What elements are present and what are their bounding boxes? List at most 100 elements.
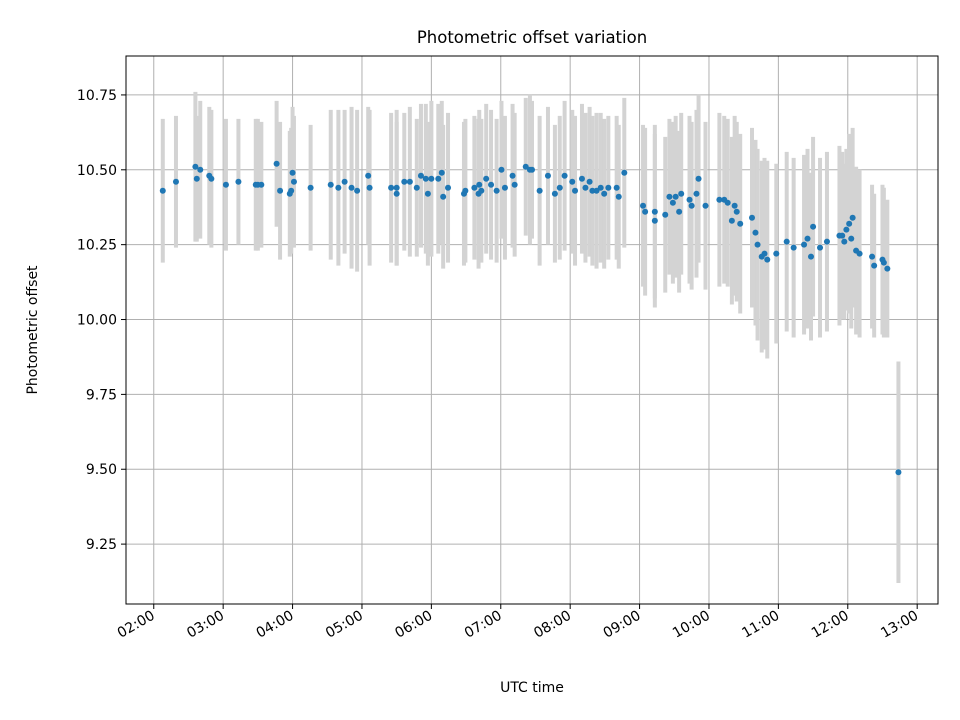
- data-point: [435, 175, 442, 182]
- data-point: [582, 184, 589, 191]
- data-point: [676, 208, 683, 215]
- data-point: [388, 184, 395, 191]
- data-point: [536, 187, 543, 194]
- data-point: [406, 178, 413, 185]
- data-point: [807, 253, 814, 260]
- data-point: [733, 208, 740, 215]
- data-point: [511, 181, 518, 188]
- data-point: [589, 187, 596, 194]
- data-point: [695, 175, 702, 182]
- data-point: [810, 223, 817, 230]
- data-point: [783, 238, 790, 245]
- data-point: [621, 169, 628, 176]
- data-point: [222, 181, 229, 188]
- data-point: [728, 217, 735, 224]
- data-point: [702, 202, 709, 209]
- plot-frame: [125, 55, 939, 605]
- data-point: [413, 184, 420, 191]
- data-point: [752, 229, 759, 236]
- data-point: [529, 166, 535, 173]
- data-point: [688, 202, 695, 209]
- data-point: [208, 175, 215, 182]
- data-point: [393, 184, 400, 191]
- data-point: [235, 178, 242, 185]
- data-point: [172, 178, 179, 185]
- data-point: [417, 172, 424, 179]
- data-point: [754, 241, 761, 248]
- data-point: [895, 469, 902, 476]
- data-point: [493, 187, 500, 194]
- data-point: [669, 199, 676, 206]
- y-axis-ticks: 9.25 9.50 9.75 10.00 10.25 10.50 10.75: [77, 88, 126, 553]
- data-point: [551, 190, 558, 197]
- data-point: [509, 172, 516, 179]
- y-tick-label: 10.00: [77, 313, 117, 329]
- data-points: [159, 160, 902, 476]
- data-point: [871, 262, 878, 269]
- data-point: [290, 178, 297, 185]
- data-point: [288, 187, 295, 194]
- data-point: [686, 196, 693, 203]
- data-point: [880, 259, 887, 266]
- data-point: [289, 169, 296, 176]
- data-point: [522, 163, 529, 170]
- data-point: [731, 202, 738, 209]
- data-point: [615, 193, 622, 200]
- data-point: [841, 238, 848, 245]
- data-point: [693, 190, 700, 197]
- data-point: [327, 181, 334, 188]
- data-point: [846, 220, 853, 227]
- data-point: [666, 193, 673, 200]
- data-point: [422, 175, 429, 182]
- y-tick-label: 10.75: [77, 88, 117, 104]
- data-point: [662, 211, 669, 218]
- data-point: [498, 166, 505, 173]
- data-point: [445, 184, 452, 191]
- data-point: [761, 250, 768, 257]
- data-point: [335, 184, 342, 191]
- data-point: [438, 169, 445, 176]
- data-point: [348, 184, 355, 191]
- data-point: [839, 232, 846, 239]
- data-point: [572, 187, 579, 194]
- data-point: [197, 166, 204, 173]
- data-point: [749, 214, 756, 221]
- data-point: [277, 187, 284, 194]
- data-point: [393, 190, 400, 197]
- data-point: [605, 184, 612, 191]
- data-point: [501, 184, 508, 191]
- data-point: [801, 241, 808, 248]
- data-point: [764, 256, 771, 263]
- data-point: [613, 184, 620, 191]
- data-point: [737, 220, 744, 227]
- y-tick-label: 10.25: [77, 238, 117, 254]
- y-tick-label: 10.50: [77, 163, 117, 179]
- data-point: [462, 187, 469, 194]
- data-point: [597, 184, 604, 191]
- data-point: [483, 175, 490, 182]
- data-point: [849, 214, 856, 221]
- data-point: [471, 184, 478, 191]
- data-point: [428, 175, 435, 182]
- data-point: [642, 208, 649, 215]
- data-point: [672, 193, 679, 200]
- data-point: [307, 184, 314, 191]
- data-point: [476, 181, 483, 188]
- data-point: [678, 190, 685, 197]
- y-tick-label: 9.75: [86, 387, 117, 403]
- data-point: [843, 226, 850, 233]
- data-point: [258, 181, 265, 188]
- data-point: [365, 172, 372, 179]
- data-point: [601, 190, 608, 197]
- data-point: [773, 250, 780, 257]
- data-point: [424, 190, 431, 197]
- data-point: [651, 217, 658, 224]
- data-point: [193, 175, 200, 182]
- data-point: [804, 235, 811, 242]
- data-point: [354, 187, 361, 194]
- data-point: [341, 178, 348, 185]
- data-point: [817, 244, 824, 251]
- data-point: [192, 163, 199, 170]
- data-point: [856, 250, 863, 257]
